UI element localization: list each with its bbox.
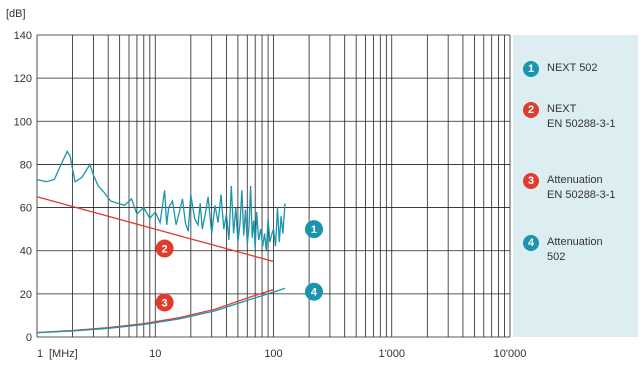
y-axis-unit: [dB] [6, 8, 26, 20]
series-badge-label-2: 2 [162, 244, 168, 256]
y-tick-label: 100 [14, 116, 32, 128]
series-badge-label-4: 4 [311, 287, 318, 299]
series-badge-4 [304, 282, 323, 301]
legend-item-4: 4 Attenuation 502 [523, 235, 603, 265]
series-badge-2 [155, 239, 174, 258]
legend-panel: 1 NEXT 502 2 NEXT EN 50288-3-1 3 Attenuat… [513, 35, 638, 337]
legend-badge-2: 2 [523, 102, 539, 118]
y-tick-label: 0 [26, 332, 32, 344]
x-tick-label: 1 [37, 348, 43, 360]
series-badge-label-3: 3 [162, 297, 168, 309]
y-tick-label: 60 [20, 203, 32, 215]
y-tick-label: 140 [14, 30, 32, 42]
y-tick-label: 20 [20, 289, 32, 301]
y-tick-label: 80 [20, 159, 32, 171]
x-tick-label: 10 [149, 348, 161, 360]
legend-badge-3: 3 [523, 173, 539, 189]
x-tick-label: 10'000 [494, 348, 527, 360]
y-tick-label: 40 [20, 246, 32, 258]
legend-label-4: Attenuation 502 [547, 236, 603, 263]
series-badge-1 [304, 220, 323, 239]
series-line-1 [36, 150, 286, 251]
series-line-2 [36, 196, 274, 263]
legend-item-2: 2 NEXT EN 50288-3-1 [523, 102, 616, 132]
legend-badge-1: 1 [523, 61, 539, 77]
y-tick-label: 120 [14, 73, 32, 85]
legend-label-2: NEXT EN 50288-3-1 [547, 103, 616, 130]
x-tick-label: 1'000 [378, 348, 405, 360]
x-axis-unit: [MHz] [49, 348, 78, 360]
series-badge-3 [155, 293, 174, 312]
legend-badge-4: 4 [523, 235, 539, 251]
legend-item-3: 3 Attenuation EN 50288-3-1 [523, 173, 616, 203]
series-line-4 [36, 287, 286, 334]
series-badge-label-1: 1 [311, 224, 317, 236]
legend-label-1: NEXT 502 [547, 62, 598, 74]
x-tick-label: 100 [264, 348, 282, 360]
legend-label-3: Attenuation EN 50288-3-1 [547, 174, 616, 201]
legend-item-1: 1 NEXT 502 [523, 61, 598, 77]
